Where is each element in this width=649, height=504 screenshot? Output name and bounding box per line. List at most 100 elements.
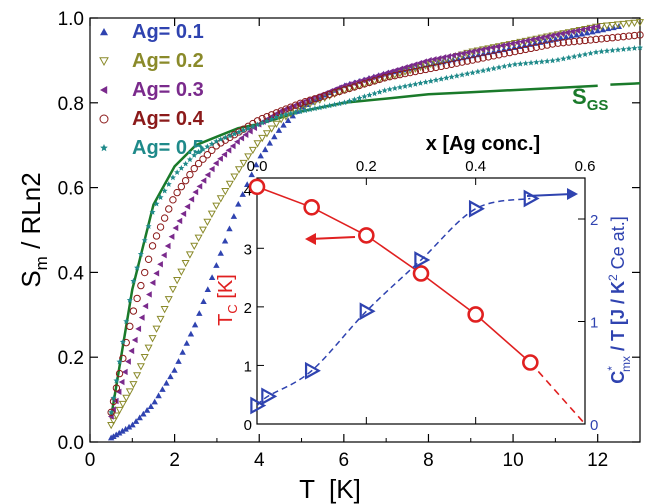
data-point [169,174,176,181]
data-point [468,56,477,64]
data-point [565,38,573,46]
data-point [605,25,612,32]
data-point [544,58,551,64]
data-point [538,58,545,65]
data-point [155,392,162,399]
data-point [299,98,306,106]
data-point [411,67,420,76]
data-point [479,46,486,53]
inset-right-label-sub: mx [619,356,633,372]
data-point [614,46,621,53]
x-tick-label: 10 [503,450,524,471]
data-point [450,52,456,59]
cmx-data-point [261,387,278,406]
data-point [244,153,253,161]
data-point [119,338,126,345]
x-tick-label: 6 [339,450,350,471]
data-point [391,85,398,91]
x-axis-label-text: T [299,474,315,504]
data-point [359,76,366,84]
data-point [511,61,518,67]
data-point [267,125,276,133]
data-point [485,66,492,73]
data-point [448,73,455,80]
data-point [138,314,145,321]
data-point [501,63,508,69]
data-point [165,181,172,187]
data-point [259,119,266,126]
data-point [239,191,246,197]
data-point [569,28,575,35]
data-point [442,61,451,69]
data-point [199,146,206,152]
legend-marker [100,86,108,94]
data-point [275,127,283,133]
data-point [118,378,125,386]
data-point [282,106,288,113]
data-point [406,68,414,77]
cmx-dashed-line [256,197,531,407]
data-point [292,109,299,116]
data-point [191,321,199,328]
data-point [341,82,347,89]
y-tick-label: 0.2 [58,348,84,369]
inset-x-tick-label: 0.6 [575,158,596,175]
inset-left-tick-label: 2 [244,300,252,317]
cmx-data-point [359,302,376,321]
data-point [350,79,357,87]
inset-left-label-rest: [K] [215,274,237,304]
data-point [521,45,530,54]
legend-label: Ag= 0.4 [132,108,205,130]
data-point [129,381,138,389]
data-point [565,54,572,61]
data-point [282,111,289,117]
data-point [277,107,284,115]
data-point [112,397,119,405]
data-point [271,133,278,140]
data-point [619,32,628,41]
data-point [371,90,378,97]
data-point [235,200,242,207]
data-point [599,26,607,33]
data-point [335,87,344,96]
data-point [246,128,253,135]
data-point [463,57,472,65]
data-point [141,237,148,243]
data-point [253,140,262,148]
data-point [489,44,496,51]
data-point [168,286,177,294]
data-point [637,44,643,51]
data-point [543,41,551,49]
legend-label: Ag= 0.3 [132,79,204,101]
data-point [121,368,128,376]
main-plot-frame [89,17,641,443]
data-point [474,55,482,63]
data-point [171,366,178,373]
inset-right-label-tail: Ce at.] [608,216,628,274]
x-tick-label: 2 [169,450,180,471]
legend-label: Ag= 0.1 [132,21,204,43]
data-point [559,38,568,47]
data-point [136,363,145,371]
data-point [123,318,130,324]
data-point [455,51,461,58]
data-point [262,146,269,153]
data-point [242,131,249,138]
data-point [134,264,141,271]
data-point [137,251,144,257]
data-point [200,177,207,184]
data-point [432,63,440,72]
cmx-axis-arrow [526,188,578,200]
data-point [593,49,600,55]
data-point [416,59,423,67]
data-point [345,84,354,93]
tc-data-point [358,227,375,244]
data-point [533,35,540,42]
data-point [464,49,471,56]
data-point [474,68,481,75]
data-point [368,74,375,81]
data-point [151,398,158,405]
data-point [511,47,519,56]
data-point [336,84,343,91]
data-point [188,196,195,203]
